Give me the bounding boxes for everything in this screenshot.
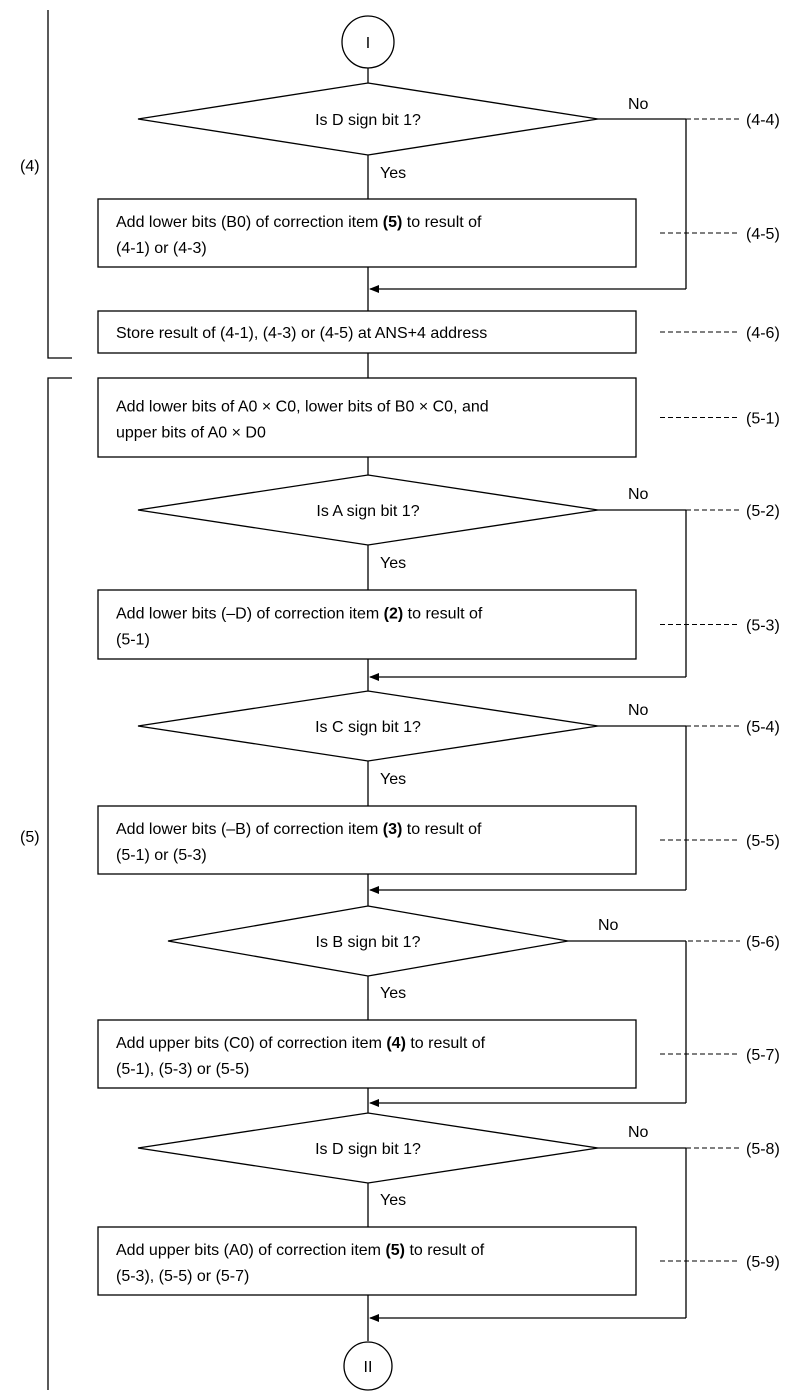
process-5-3: Add lower bits (–D) of correction item (… xyxy=(97,589,780,660)
process-5-1: Add lower bits of A0 × C0, lower bits of… xyxy=(97,377,780,458)
process-text: Add lower bits (–D) of correction item (… xyxy=(116,606,483,623)
step-ref: (4-6) xyxy=(746,325,780,342)
step-ref: (5-2) xyxy=(746,503,780,520)
decision-text: Is B sign bit 1? xyxy=(316,934,421,951)
process-text: (4-1) or (4-3) xyxy=(116,240,207,257)
yes-label: Yes xyxy=(380,165,406,182)
no-label: No xyxy=(628,702,649,719)
yes-label: Yes xyxy=(380,985,406,1002)
process-text: Store result of (4-1), (4-3) or (4-5) at… xyxy=(116,325,487,342)
step-ref: (5-7) xyxy=(746,1047,780,1064)
step-ref: (4-5) xyxy=(746,226,780,243)
yes-label: Yes xyxy=(380,555,406,572)
process-text: Add lower bits (B0) of correction item (… xyxy=(116,214,482,231)
process-4-6: Store result of (4-1), (4-3) or (4-5) at… xyxy=(97,310,780,354)
connector-label: I xyxy=(366,35,370,52)
decision-text: Is D sign bit 1? xyxy=(315,112,421,129)
process-text: Add upper bits (C0) of correction item (… xyxy=(116,1035,486,1052)
section-label: (4) xyxy=(20,158,40,175)
yes-label: Yes xyxy=(380,1192,406,1209)
process-text: upper bits of A0 × D0 xyxy=(116,425,266,442)
flow-lines xyxy=(367,68,687,1341)
no-label: No xyxy=(628,96,649,113)
process-text: (5-1) xyxy=(116,632,150,649)
step-ref: (5-9) xyxy=(746,1254,780,1271)
start-connector: I xyxy=(341,15,395,69)
section-bracket-5: (5) xyxy=(20,377,72,1390)
connector-label: II xyxy=(364,1359,373,1376)
process-text: Add lower bits (–B) of correction item (… xyxy=(116,821,482,838)
step-ref: (5-5) xyxy=(746,833,780,850)
decision-5-6: Is B sign bit 1? No Yes (5-6) xyxy=(167,905,780,1002)
no-label: No xyxy=(628,486,649,503)
decision-5-4: Is C sign bit 1? No Yes (5-4) xyxy=(137,690,780,788)
decision-text: Is A sign bit 1? xyxy=(316,503,419,520)
process-text: Add lower bits of A0 × C0, lower bits of… xyxy=(116,399,489,416)
step-ref: (5-1) xyxy=(746,411,780,428)
process-text: (5-3), (5-5) or (5-7) xyxy=(116,1268,249,1285)
step-ref: (5-6) xyxy=(746,934,780,951)
no-label: No xyxy=(598,917,619,934)
process-text: Add upper bits (A0) of correction item (… xyxy=(116,1242,485,1259)
process-text: (5-1), (5-3) or (5-5) xyxy=(116,1061,249,1078)
process-5-7: Add upper bits (C0) of correction item (… xyxy=(97,1019,780,1089)
section-label: (5) xyxy=(20,829,40,846)
end-connector: II xyxy=(343,1341,393,1391)
decision-5-2: Is A sign bit 1? No Yes (5-2) xyxy=(137,474,780,572)
section-bracket-4: (4) xyxy=(20,10,72,359)
decision-text: Is D sign bit 1? xyxy=(315,1141,421,1158)
process-5-5: Add lower bits (–B) of correction item (… xyxy=(97,805,780,875)
process-4-5: Add lower bits (B0) of correction item (… xyxy=(97,198,780,268)
no-label: No xyxy=(628,1124,649,1141)
step-ref: (5-8) xyxy=(746,1141,780,1158)
step-ref: (5-3) xyxy=(746,618,780,635)
step-ref: (4-4) xyxy=(746,112,780,129)
process-text: (5-1) or (5-3) xyxy=(116,847,207,864)
process-5-9: Add upper bits (A0) of correction item (… xyxy=(97,1226,780,1296)
decision-5-8: Is D sign bit 1? No Yes (5-8) xyxy=(137,1112,780,1209)
yes-label: Yes xyxy=(380,771,406,788)
step-ref: (5-4) xyxy=(746,719,780,736)
decision-text: Is C sign bit 1? xyxy=(315,719,421,736)
decision-4-4: Is D sign bit 1? No Yes (4-4) xyxy=(137,82,780,182)
